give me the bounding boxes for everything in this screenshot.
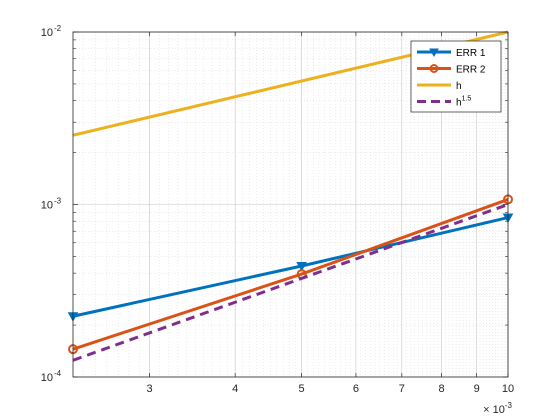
series-line-3 bbox=[72, 203, 509, 362]
x-tick-label: 4 bbox=[232, 383, 238, 395]
legend-label-3: h1.5 bbox=[456, 96, 471, 109]
y-tick-exponent: -3 bbox=[54, 197, 62, 206]
y-tick-label: 10 bbox=[41, 27, 53, 39]
x-tick-label: 8 bbox=[438, 383, 444, 395]
series-point-0 bbox=[296, 262, 307, 272]
legend-marker-0 bbox=[429, 48, 439, 58]
x-tick-label: 5 bbox=[299, 383, 305, 395]
legend: ERR 1 ERR 2 h h1.5 bbox=[410, 40, 502, 113]
y-tick-label: 10 bbox=[41, 200, 53, 212]
legend-label-0: ERR 1 bbox=[456, 48, 486, 59]
x-tick-label: 3 bbox=[146, 383, 152, 395]
series-line-1 bbox=[72, 198, 509, 351]
y-tick-label: 10 bbox=[41, 372, 53, 384]
x-tick-labels: 3 4 5 6 7 8 9 10 bbox=[146, 383, 514, 395]
series-line-0 bbox=[72, 216, 509, 318]
tick-marks bbox=[73, 31, 509, 378]
x-tick-label: 7 bbox=[399, 383, 405, 395]
legend-marker-1 bbox=[429, 64, 439, 73]
legend-label-1: ERR 2 bbox=[456, 65, 486, 76]
legend-label-2: h bbox=[456, 81, 462, 92]
x-tick-label: 6 bbox=[353, 383, 359, 395]
y-tick-labels: 10-210-310-4 bbox=[41, 24, 62, 384]
x-tick-label: 10 bbox=[502, 383, 514, 395]
y-tick-exponent: -4 bbox=[54, 369, 62, 378]
x-tick-label: 9 bbox=[474, 383, 480, 395]
y-tick-exponent: -2 bbox=[54, 24, 62, 33]
x-exponent-label: × 10-3 bbox=[483, 401, 512, 416]
